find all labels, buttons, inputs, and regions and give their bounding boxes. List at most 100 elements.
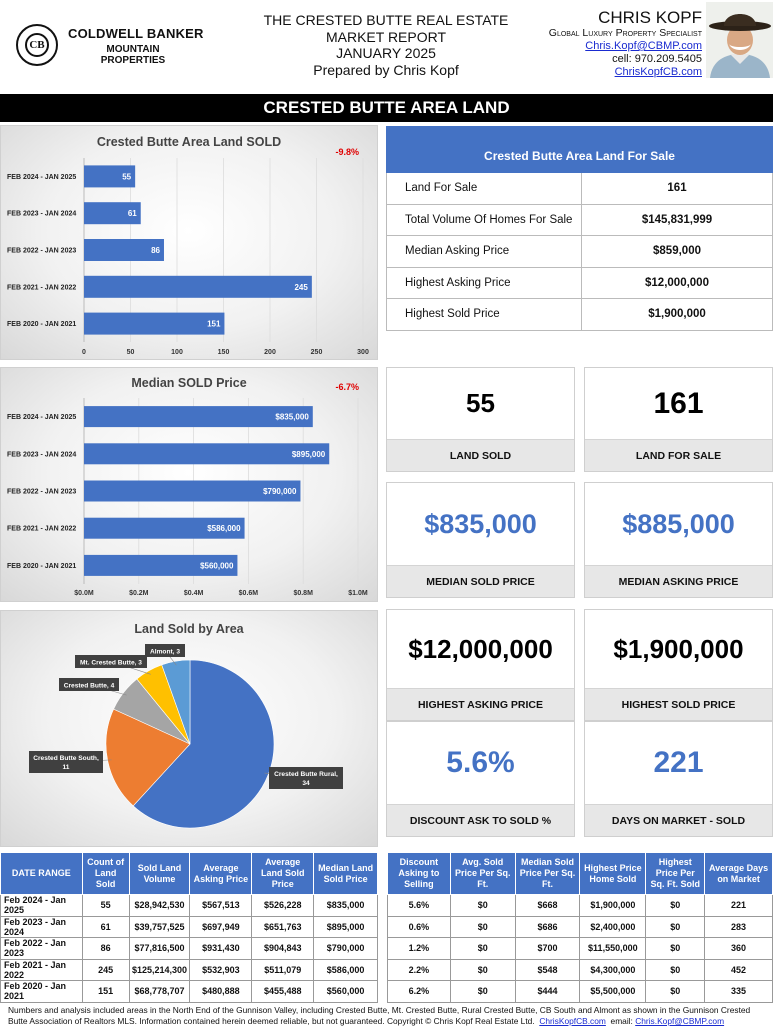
agent-site-link[interactable]: ChrisKopfCB.com bbox=[614, 66, 702, 78]
table-row: Feb 2022 - Jan 2023 86 $77,816,500 $931,… bbox=[0, 937, 378, 960]
bar-value-label: $835,000 bbox=[275, 413, 309, 422]
kpi-value: 5.6% bbox=[446, 746, 515, 779]
kpi-discount-ask-to-sold: 5.6% DISCOUNT ASK TO SOLD % bbox=[386, 721, 575, 837]
bar-value-label: 55 bbox=[122, 172, 131, 181]
logo-subtitle: MOUNTAIN PROPERTIES bbox=[100, 44, 166, 66]
kpi-median-sold-price: $835,000 MEDIAN SOLD PRICE bbox=[386, 482, 575, 598]
slice-label-box bbox=[145, 644, 185, 657]
x-tick-label: 0 bbox=[82, 349, 86, 356]
bar bbox=[84, 554, 238, 576]
median-sold-chart: Median SOLD Price -6.7% $0.0M $0.2M $0.4M $… bbox=[7, 376, 368, 597]
table-row: Feb 2023 - Jan 2024 61 $39,757,525 $697,… bbox=[0, 915, 378, 938]
x-tick-label: 300 bbox=[357, 349, 369, 356]
footer-site-link[interactable]: ChrisKopfCB.com bbox=[539, 1016, 606, 1026]
pie-slice bbox=[161, 659, 191, 745]
for-sale-table-title: Crested Butte Area Land For Sale bbox=[386, 126, 773, 173]
category-label: FEB 2020 - JAN 2021 bbox=[7, 563, 76, 570]
agent-contact: CHRIS KOPF Global Luxury Property Specia… bbox=[520, 8, 702, 79]
kpi-value: 55 bbox=[466, 388, 495, 418]
kpi-highest-sold-price: $1,900,000 HIGHEST SOLD PRICE bbox=[584, 609, 773, 721]
x-tick-label: $0.0M bbox=[74, 590, 94, 597]
kpi-value: $835,000 bbox=[424, 508, 537, 539]
x-tick-label: $0.2M bbox=[129, 590, 149, 597]
table-row: Feb 2021 - Jan 2022 245 $125,214,300 $53… bbox=[0, 958, 378, 981]
x-tick-label: 200 bbox=[264, 349, 276, 356]
report-header: CB COLDWELL BANKER MOUNTAIN PROPERTIES T… bbox=[0, 0, 773, 88]
kpi-land-sold: 55 LAND SOLD bbox=[386, 367, 575, 472]
kpi-value: $12,000,000 bbox=[408, 633, 553, 664]
category-label: FEB 2023 - JAN 2024 bbox=[7, 451, 76, 458]
category-label: FEB 2022 - JAN 2023 bbox=[7, 248, 76, 255]
land-for-sale-table: Crested Butte Area Land For Sale Land Fo… bbox=[386, 126, 773, 331]
chart-title: Land Sold by Area bbox=[134, 622, 244, 636]
kpi-label: DAYS ON MARKET - SOLD bbox=[585, 804, 772, 836]
x-tick-label: $1.0M bbox=[348, 590, 368, 597]
pie-slice bbox=[132, 659, 275, 829]
kpi-land-for-sale: 161 LAND FOR SALE bbox=[584, 367, 773, 472]
bar bbox=[84, 165, 136, 188]
chart-title: Crested Butte Area Land SOLD bbox=[97, 135, 281, 149]
bar-value-label: $895,000 bbox=[292, 450, 326, 459]
x-tick-label: 50 bbox=[127, 349, 135, 356]
slice-label: Crested Butte Rural, 34 bbox=[274, 771, 338, 787]
table-row: 2.2% $0 $548 $4,300,000 $0 452 bbox=[387, 958, 773, 981]
land-by-area-chart: Land Sold by Area Crested Butte Rural, 34… bbox=[29, 622, 343, 829]
median-sold-chart-panel: Median SOLD Price -6.7% $0.0M $0.2M $0.4M $… bbox=[0, 367, 378, 602]
kpi-label: LAND FOR SALE bbox=[585, 439, 772, 471]
category-label: FEB 2020 - JAN 2021 bbox=[7, 321, 76, 328]
slice-label-box bbox=[75, 655, 147, 668]
category-label: FEB 2024 - JAN 2025 bbox=[7, 414, 76, 421]
table-row: Feb 2024 - Jan 2025 55 $28,942,530 $567,… bbox=[0, 894, 378, 917]
category-label: FEB 2021 - JAN 2022 bbox=[7, 284, 76, 291]
bar bbox=[84, 312, 225, 335]
logo-name: COLDWELL BANKER bbox=[68, 26, 204, 41]
slice-label: Mt. Crested Butte, 3 bbox=[80, 660, 142, 667]
footer-disclaimer: Numbers and analysis included areas in t… bbox=[8, 1005, 751, 1026]
category-label: FEB 2024 - JAN 2025 bbox=[7, 174, 76, 181]
kpi-value: 221 bbox=[653, 746, 704, 779]
category-label: FEB 2023 - JAN 2024 bbox=[7, 211, 76, 218]
x-tick-label: 150 bbox=[218, 349, 230, 356]
table-row: Highest Asking Price $12,000,000 bbox=[386, 267, 773, 299]
land-sold-chart: Crested Butte Area Land SOLD -9.8% 0 50 10… bbox=[7, 135, 369, 356]
bar-value-label: 151 bbox=[207, 320, 221, 329]
report-title: THE CRESTED BUTTE REAL ESTATE MARKET REP… bbox=[263, 12, 509, 78]
pie-slice bbox=[105, 708, 191, 807]
agent-email-link[interactable]: Chris.Kopf@CBMP.com bbox=[585, 40, 702, 52]
table-row: 0.6% $0 $686 $2,400,000 $0 283 bbox=[387, 915, 773, 938]
kpi-label: MEDIAN SOLD PRICE bbox=[387, 565, 574, 597]
bar-value-label: 61 bbox=[128, 209, 137, 218]
table-row: Land For Sale 161 bbox=[386, 173, 773, 205]
slice-label: Almont, 3 bbox=[150, 649, 180, 656]
kpi-label: HIGHEST SOLD PRICE bbox=[585, 688, 772, 720]
table-header-row: Discount Asking to Selling Avg. Sold Pri… bbox=[387, 852, 773, 895]
slice-label-box bbox=[59, 678, 119, 691]
bar-value-label: 86 bbox=[151, 246, 160, 255]
agent-cell: cell: 970.209.5405 bbox=[612, 53, 702, 65]
kpi-label: LAND SOLD bbox=[387, 439, 574, 471]
agent-photo bbox=[706, 2, 773, 78]
change-percent: -9.8% bbox=[335, 147, 359, 157]
slice-label-box bbox=[29, 751, 103, 773]
land-sold-chart-panel: Crested Butte Area Land SOLD -9.8% 0 50 10… bbox=[0, 125, 378, 360]
agent-title: Global Luxury Property Specialist bbox=[548, 27, 702, 39]
bar-value-label: $790,000 bbox=[263, 487, 297, 496]
bar bbox=[84, 406, 313, 428]
chart-title: Median SOLD Price bbox=[131, 376, 246, 390]
bar bbox=[84, 275, 312, 298]
footer-email-link[interactable]: Chris.Kopf@CBMP.com bbox=[635, 1016, 725, 1026]
table-row: 1.2% $0 $700 $11,550,000 $0 360 bbox=[387, 937, 773, 960]
bar bbox=[84, 517, 245, 539]
kpi-label: DISCOUNT ASK TO SOLD % bbox=[387, 804, 574, 836]
kpi-label: HIGHEST ASKING PRICE bbox=[387, 688, 574, 720]
table-row: Total Volume Of Homes For Sale $145,831,… bbox=[386, 204, 773, 236]
kpi-label: MEDIAN ASKING PRICE bbox=[585, 565, 772, 597]
agent-name: CHRIS KOPF bbox=[598, 8, 702, 27]
x-tick-label: 100 bbox=[171, 349, 183, 356]
table-row: Median Asking Price $859,000 bbox=[386, 236, 773, 268]
cb-seal-icon: CB bbox=[16, 24, 58, 66]
coldwell-banker-logo: CB COLDWELL BANKER MOUNTAIN PROPERTIES bbox=[14, 22, 204, 70]
kpi-highest-asking-price: $12,000,000 HIGHEST ASKING PRICE bbox=[386, 609, 575, 721]
category-label: FEB 2022 - JAN 2023 bbox=[7, 489, 76, 496]
table-row: Highest Sold Price $1,900,000 bbox=[386, 299, 773, 331]
